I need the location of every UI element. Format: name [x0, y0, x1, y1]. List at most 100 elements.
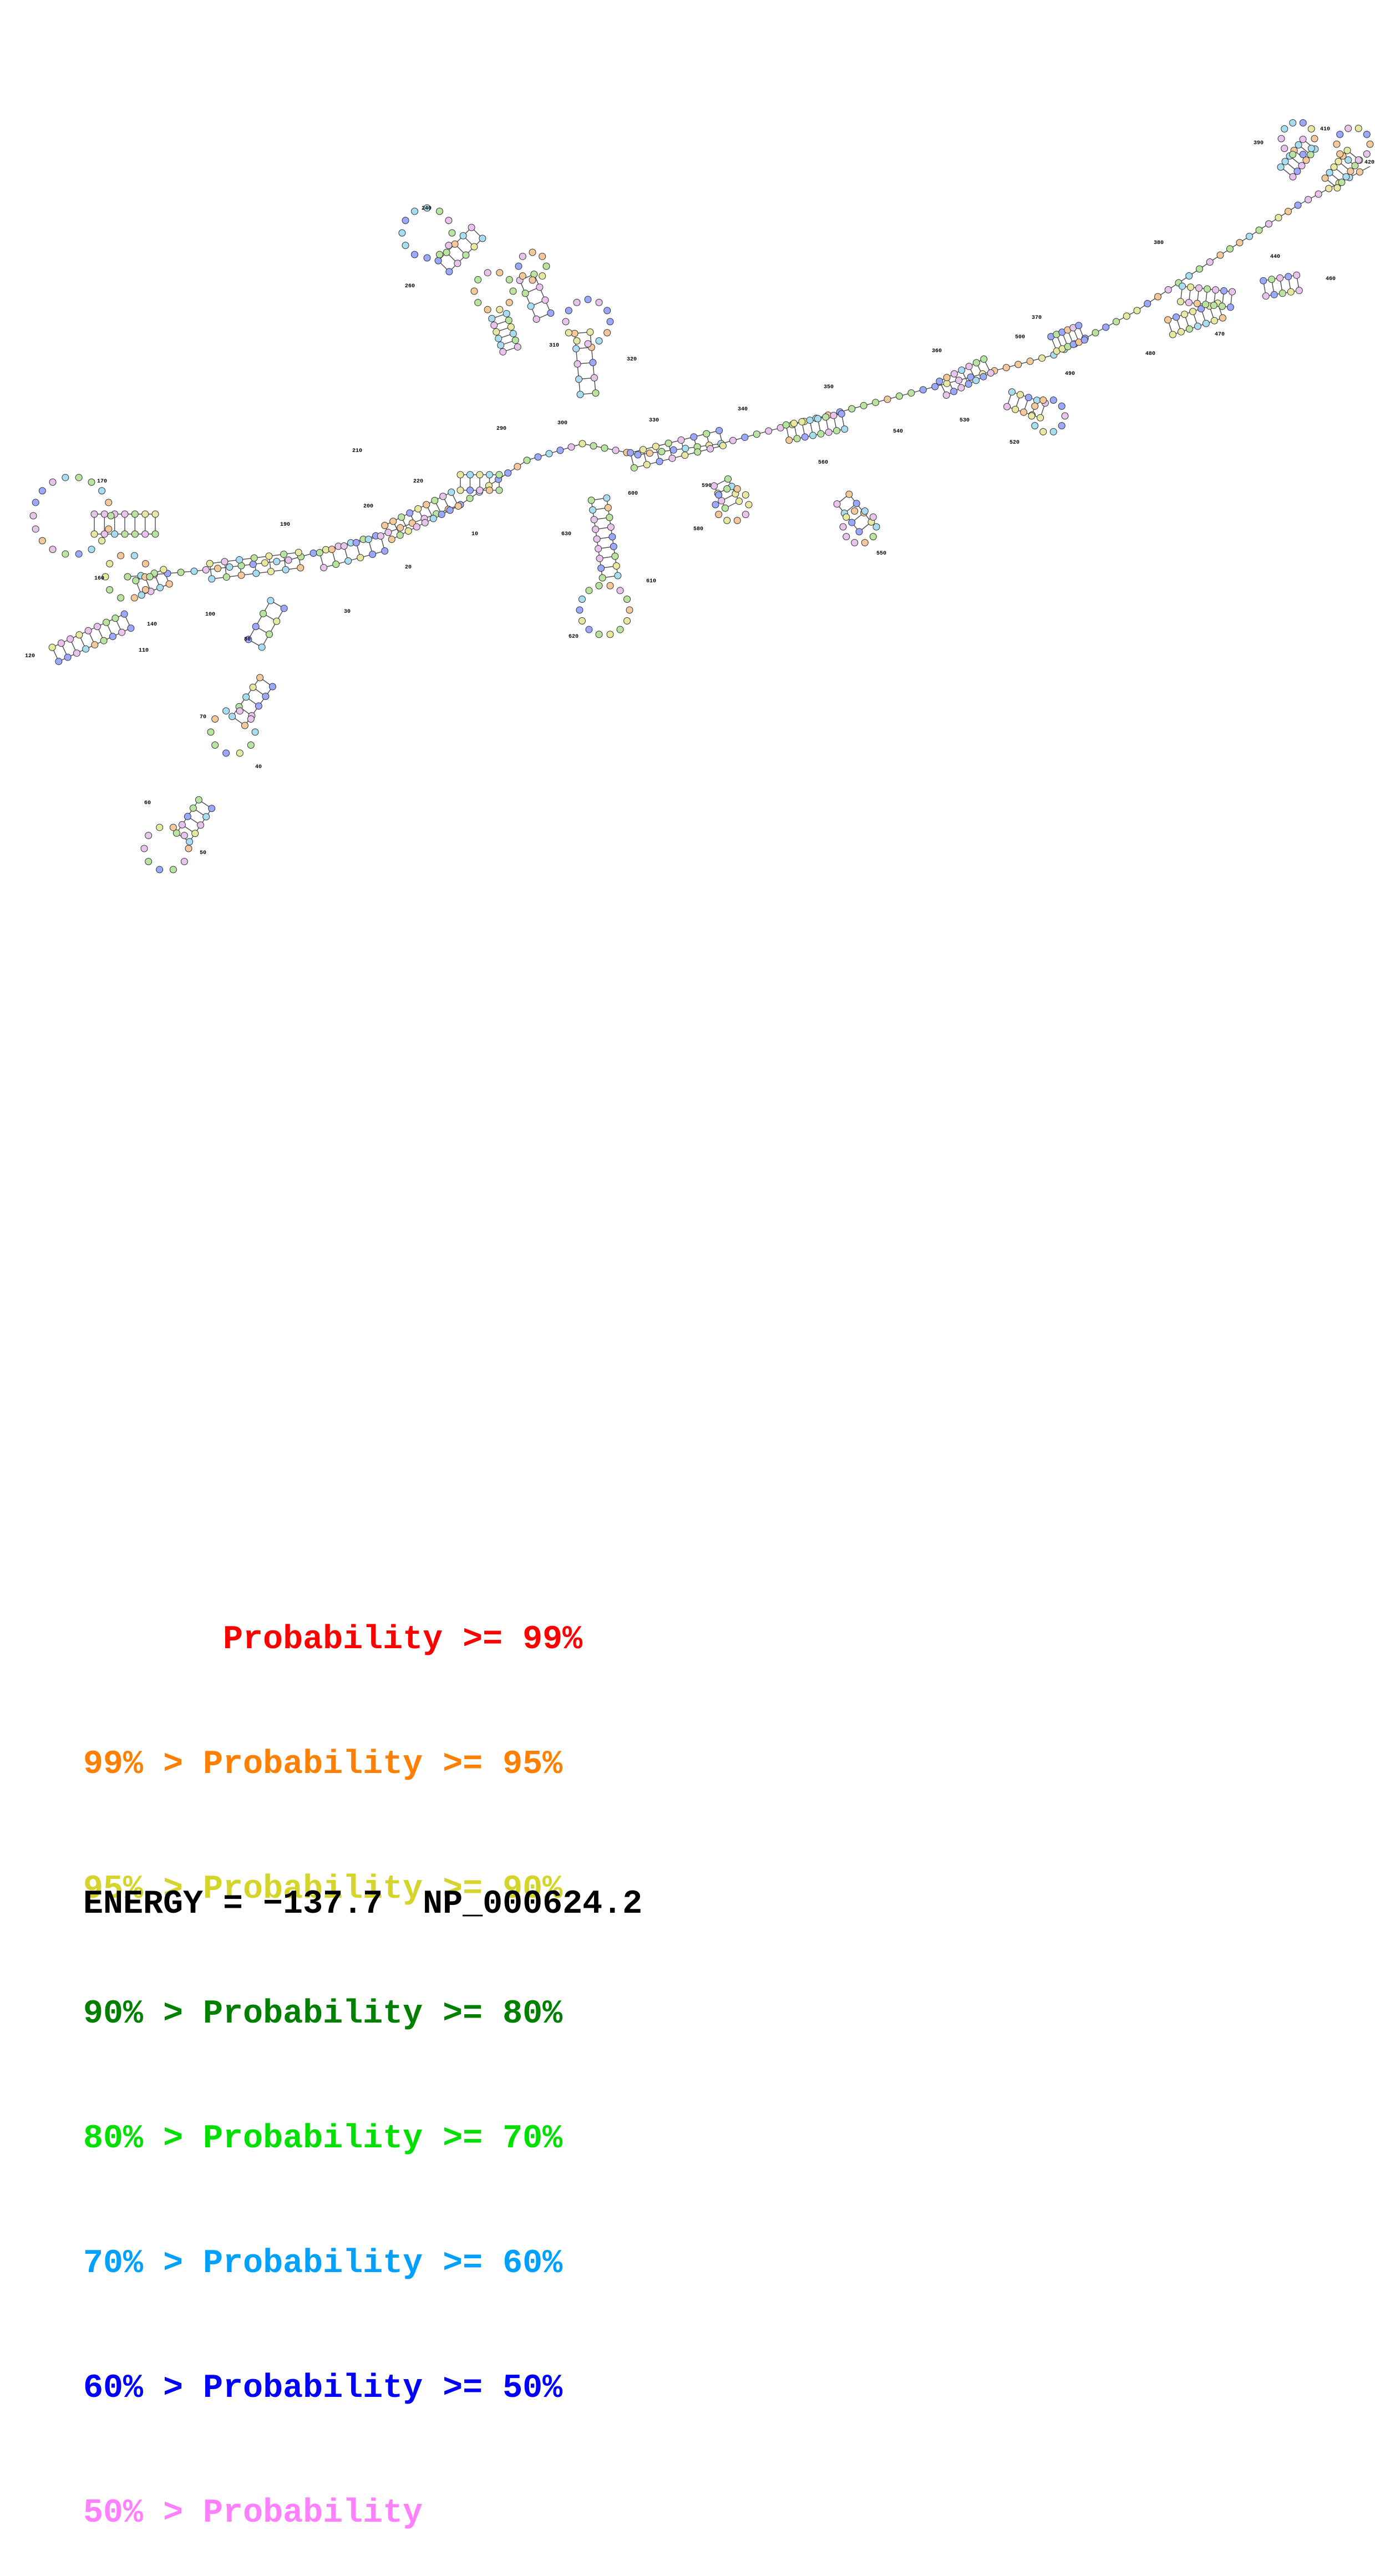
nucleotide	[423, 204, 431, 212]
nucleotide	[406, 509, 414, 517]
nucleotide	[141, 560, 149, 567]
nucleotide	[980, 355, 988, 363]
nucleotide	[423, 501, 430, 509]
nucleotide	[267, 597, 275, 604]
nucleotide	[539, 252, 546, 260]
nucleotide	[431, 496, 439, 504]
nucleotide	[1363, 130, 1371, 138]
position-label: 380	[1154, 240, 1164, 246]
nucleotide	[357, 554, 364, 562]
nucleotide	[249, 561, 257, 568]
nucleotide	[57, 639, 65, 647]
nucleotide	[280, 604, 288, 612]
nucleotide	[793, 435, 801, 443]
nucleotide	[616, 587, 624, 595]
nucleotide	[268, 683, 276, 690]
nucleotide	[121, 510, 129, 518]
legend-row-p80: 90% > Probability >= 80%	[83, 1994, 582, 2035]
nucleotide	[1298, 162, 1306, 170]
nucleotide	[1058, 422, 1066, 430]
nucleotide	[715, 491, 723, 499]
nucleotide	[907, 389, 915, 397]
backbone-segment	[261, 608, 285, 648]
position-label: 50	[200, 850, 206, 856]
nucleotide	[206, 560, 214, 567]
probability-legend: Probability >= 99% 99% > Probability >= …	[83, 1536, 582, 2576]
nucleotide	[630, 464, 638, 472]
nucleotide	[955, 377, 963, 384]
position-labels: 10 20 30 40 50 60 70 80 100 110 120 140 160 170 190 200…	[25, 126, 1374, 856]
nucleotide	[1343, 146, 1351, 154]
nucleotide	[130, 594, 138, 602]
nucleotide	[462, 251, 470, 259]
nucleotide	[1204, 285, 1211, 293]
nucleotide	[572, 345, 580, 353]
nucleotide	[1016, 391, 1024, 399]
nucleotide	[111, 530, 119, 538]
nucleotide	[1176, 298, 1184, 306]
nucleotide	[1363, 150, 1371, 158]
nucleotide	[1177, 328, 1185, 336]
nucleotide	[1195, 284, 1203, 292]
nucleotide	[445, 242, 453, 249]
nucleotide	[29, 512, 37, 520]
nucleotide	[884, 395, 891, 403]
nucleotide	[1293, 271, 1301, 279]
nucleotide	[1226, 303, 1234, 311]
position-label: 220	[413, 479, 423, 485]
nucleotide	[100, 637, 108, 644]
nucleotide	[251, 728, 259, 736]
nucleotide	[208, 575, 216, 583]
nucleotide	[62, 474, 69, 481]
nucleotide	[436, 251, 443, 258]
nucleotide	[1321, 174, 1329, 182]
nucleotide	[724, 475, 732, 483]
nucleotide	[1123, 312, 1130, 320]
nucleotide	[573, 298, 581, 306]
nucleotide	[364, 535, 372, 543]
nucleotide	[495, 334, 503, 342]
nucleotide	[1216, 251, 1224, 259]
nucleotide	[1185, 325, 1193, 333]
nucleotide	[579, 440, 586, 448]
nucleotide	[1169, 331, 1176, 338]
nucleotide	[456, 471, 464, 479]
nucleotide	[833, 500, 841, 508]
nucleotide	[1144, 300, 1151, 307]
nucleotide	[639, 446, 647, 454]
nucleotide	[221, 558, 229, 566]
nucleotide	[578, 617, 586, 625]
nucleotide	[404, 527, 412, 535]
position-label: 340	[738, 407, 748, 413]
nucleotide	[474, 276, 482, 283]
nucleotide	[942, 392, 950, 399]
nucleotide	[88, 546, 95, 553]
nucleotide	[381, 521, 389, 529]
nucleotide	[589, 506, 597, 514]
backbone-segment	[248, 600, 271, 640]
nucleotide	[38, 537, 46, 545]
nucleotide	[100, 510, 108, 518]
nucleotide	[102, 573, 109, 581]
position-label: 580	[693, 526, 703, 532]
nucleotide	[576, 390, 584, 398]
nucleotide	[576, 606, 584, 614]
nucleotide	[470, 243, 478, 251]
nucleotide	[398, 513, 405, 521]
nucleotide	[1326, 169, 1333, 176]
nucleotide	[169, 866, 177, 873]
nucleotide	[454, 260, 461, 267]
nucleotide	[1281, 145, 1288, 153]
nucleotide	[90, 530, 98, 538]
nucleotide	[1003, 403, 1011, 410]
legend-text: Probability >= 70%	[203, 2120, 563, 2158]
nucleotide	[241, 722, 248, 729]
nucleotide	[1289, 173, 1297, 181]
legend-text: Probability >= 80%	[203, 1995, 563, 2033]
nucleotide	[1198, 305, 1205, 313]
position-label: 370	[1032, 315, 1042, 321]
nucleotide	[309, 550, 317, 557]
nucleotide	[466, 495, 474, 502]
nucleotide	[250, 554, 258, 562]
nucleotide	[1307, 145, 1315, 153]
